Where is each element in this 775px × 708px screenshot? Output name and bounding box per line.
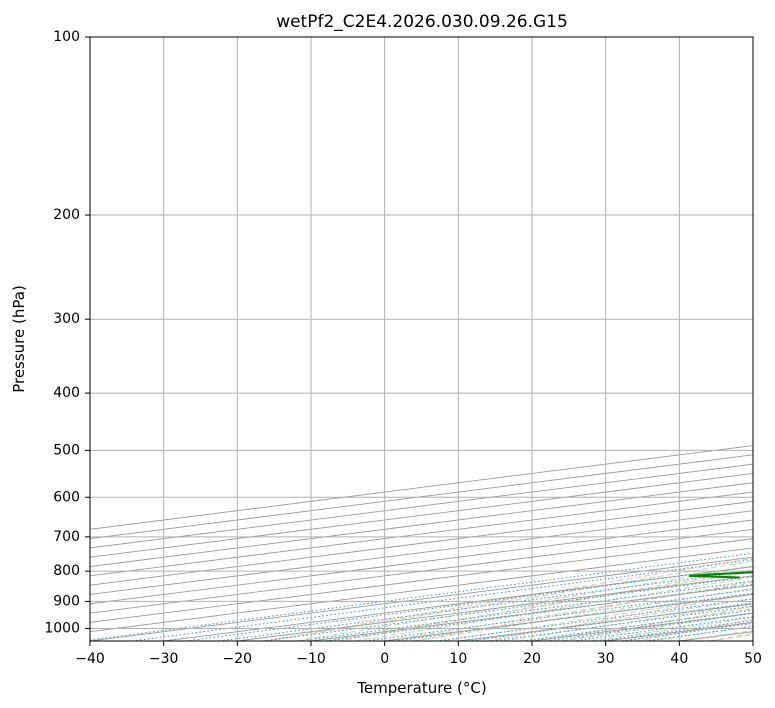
x-axis: −40 −30 −20 −10 0 10 20 30 40 50 — [75, 641, 762, 667]
y-axis-label: Pressure (hPa) — [10, 285, 28, 393]
isotherm-line — [90, 528, 753, 614]
isotherm-line — [531, 612, 753, 641]
moist-adiabat — [620, 621, 753, 641]
mixing-ratio-line — [522, 609, 753, 641]
dry-adiabat — [338, 569, 753, 641]
x-tick-label: −30 — [149, 651, 179, 667]
x-tick-label: 30 — [597, 651, 615, 667]
x-axis-label: Temperature (°C) — [356, 679, 486, 697]
mixing-ratio-line — [546, 612, 753, 641]
mixing-ratio-line — [218, 570, 753, 641]
mixing-ratio-line — [131, 559, 753, 641]
y-tick-label: 600 — [53, 489, 80, 505]
x-tick-label: −10 — [296, 651, 326, 667]
moist-adiabat — [502, 603, 753, 641]
x-tick-label: 50 — [744, 651, 762, 667]
chart-title: wetPf2_C2E4.2026.030.09.26.G15 — [276, 12, 568, 32]
isotherm-line — [90, 472, 753, 558]
y-tick-label: 900 — [53, 593, 80, 609]
isotherm-line — [90, 491, 753, 577]
profile-lines — [688, 571, 753, 579]
moist-adiabat — [679, 630, 753, 641]
isotherm-line — [237, 575, 753, 641]
isotherm-line — [90, 463, 753, 549]
dry-adiabat — [263, 557, 753, 641]
y-axis: 100 200 300 400 500 600 700 800 900 1000 — [44, 29, 90, 636]
y-tick-label: 800 — [53, 563, 80, 579]
dry-adiabat — [711, 632, 753, 641]
x-tick-label: 20 — [523, 651, 541, 667]
y-tick-label: 200 — [53, 207, 80, 223]
isotherm-line — [90, 510, 753, 595]
y-tick-label: 300 — [53, 311, 80, 327]
isotherm-line — [90, 538, 753, 623]
x-tick-label: −40 — [75, 651, 105, 667]
moist-adiabat — [590, 617, 753, 641]
isotherm-line — [752, 640, 753, 641]
mixing-ratio-line — [572, 616, 753, 641]
moist-adiabat — [414, 587, 753, 641]
y-tick-label: 100 — [53, 29, 80, 45]
y-tick-label: 400 — [53, 385, 80, 401]
mixing-ratio-line — [262, 575, 753, 641]
moist-adiabat — [325, 571, 753, 641]
isotherm-line — [90, 556, 753, 641]
isotherm-line — [90, 482, 753, 567]
mixing-ratio-line — [185, 565, 753, 641]
background-lines — [90, 445, 753, 641]
plot-frame — [89, 36, 754, 642]
y-tick-label: 1000 — [44, 620, 80, 636]
isotherm-line — [163, 566, 753, 641]
isotherm-line — [90, 519, 753, 605]
dry-adiabat — [412, 581, 753, 641]
moist-adiabat — [355, 576, 753, 641]
mixing-ratio-line — [326, 583, 753, 641]
isotherm-line — [458, 603, 753, 641]
isotherm-line — [90, 500, 753, 586]
mixing-ratio-line — [645, 625, 753, 641]
grid-lines — [90, 37, 753, 641]
y-tick-label: 700 — [53, 529, 80, 545]
x-tick-label: −20 — [223, 651, 253, 667]
x-tick-label: 0 — [380, 651, 389, 667]
x-tick-label: 10 — [449, 651, 467, 667]
isotherm-line — [384, 594, 753, 641]
moist-adiabat — [443, 593, 753, 641]
isotherm-line — [310, 584, 753, 641]
moist-adiabat — [384, 582, 753, 641]
mixing-ratio-line — [90, 552, 753, 641]
isotherm-line — [605, 621, 753, 641]
isotherm-line — [679, 631, 753, 641]
moist-adiabat — [296, 565, 753, 641]
x-tick-label: 40 — [670, 651, 688, 667]
dewpoint-line — [688, 571, 753, 579]
y-tick-label: 500 — [53, 442, 80, 458]
dry-adiabat — [562, 605, 753, 641]
